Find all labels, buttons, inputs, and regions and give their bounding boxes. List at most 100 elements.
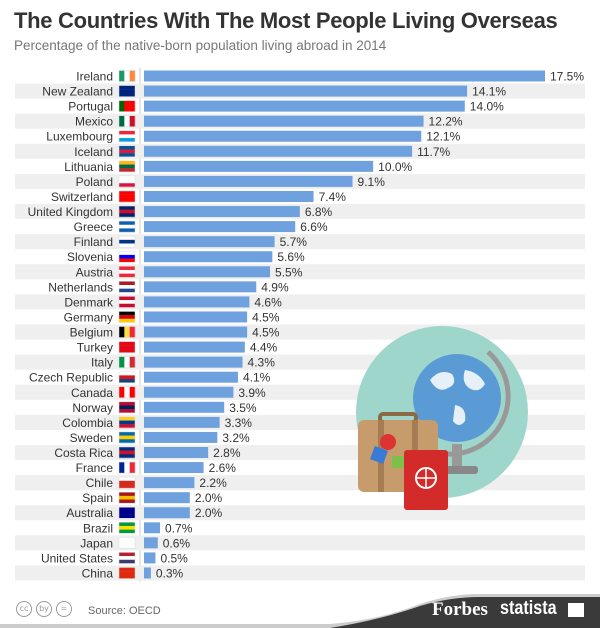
bar-row: Slovenia 5.6% — [67, 250, 305, 264]
flag-icon — [118, 115, 136, 127]
bar-row: Japan 0.6% — [80, 536, 190, 550]
flag-icon — [118, 190, 136, 203]
bar-row: Sweden 3.2% — [70, 431, 250, 445]
bar-row: United Kingdom 6.8% — [28, 205, 333, 219]
category-label: Costa Rica — [54, 446, 113, 460]
bar — [144, 371, 238, 383]
footer-band — [0, 594, 600, 628]
category-label: Norway — [72, 401, 113, 415]
category-label: Poland — [76, 175, 113, 189]
flag-icon — [118, 100, 136, 112]
bar — [144, 115, 424, 127]
bar — [144, 477, 195, 489]
forbes-logo: Forbes — [432, 599, 488, 620]
bar-row: Portugal 14.0% — [68, 100, 504, 114]
flag-icon — [118, 401, 136, 414]
flag-icon — [118, 522, 136, 534]
bar — [144, 431, 218, 443]
flag-icon — [118, 145, 136, 158]
category-label: Portugal — [68, 100, 113, 114]
bar — [144, 130, 422, 142]
category-label: New Zealand — [42, 85, 113, 99]
category-label: Brazil — [83, 521, 113, 535]
bar-row: Canada 3.9% — [71, 386, 266, 400]
flag-icon — [118, 386, 136, 399]
category-label: Italy — [91, 356, 113, 370]
category-label: Chile — [86, 476, 114, 490]
flag-icon — [118, 160, 136, 173]
no-derivatives-icon: = — [56, 601, 72, 617]
flag-icon — [118, 85, 136, 97]
bar-row: Spain 2.0% — [82, 491, 222, 505]
category-label: Spain — [82, 491, 113, 505]
value-label: 2.0% — [195, 491, 223, 505]
bar-row: Chile 2.2% — [86, 476, 227, 490]
flag-icon — [118, 506, 136, 519]
value-label: 5.5% — [275, 265, 303, 279]
category-label: Denmark — [64, 295, 114, 309]
category-label: Belgium — [70, 326, 113, 340]
value-label: 5.6% — [277, 250, 305, 264]
value-label: 2.2% — [199, 476, 227, 490]
bar — [144, 145, 413, 157]
bar — [144, 70, 545, 82]
category-label: France — [76, 461, 114, 475]
bar-row: Australia 2.0% — [66, 506, 222, 520]
bar-row: Brazil 0.7% — [83, 521, 193, 535]
bar-row: Luxembourg 12.1% — [46, 130, 460, 144]
flag-icon — [118, 250, 136, 263]
flag-icon — [118, 220, 136, 233]
cc-license-icon: cc — [16, 601, 32, 617]
flag-icon — [118, 266, 136, 278]
travel-illustration — [356, 326, 528, 510]
attribution-icon: by — [36, 601, 52, 617]
category-label: Sweden — [70, 431, 113, 445]
category-label: China — [82, 566, 114, 580]
category-label: Colombia — [62, 416, 113, 430]
category-label: Mexico — [75, 115, 113, 129]
passport-icon — [404, 450, 448, 510]
value-label: 0.5% — [160, 551, 188, 565]
category-label: Japan — [80, 536, 113, 550]
category-label: Lithuania — [64, 160, 113, 174]
bar-row: Iceland 11.7% — [74, 145, 450, 159]
category-label: Netherlands — [48, 280, 113, 294]
bar — [144, 492, 190, 504]
bar — [144, 175, 353, 187]
category-label: Greece — [74, 220, 114, 234]
bar — [144, 386, 234, 398]
flag-icon — [118, 537, 136, 549]
category-label: Luxembourg — [46, 130, 113, 144]
category-label: Slovenia — [67, 250, 113, 264]
bar-row: Norway 3.5% — [72, 401, 257, 415]
category-label: United States — [41, 551, 113, 565]
flag-icon — [118, 130, 136, 142]
bar-row: Belgium 4.5% — [70, 326, 280, 340]
value-label: 6.6% — [300, 220, 328, 234]
statista-logo: statista — [500, 598, 557, 619]
bar — [144, 552, 156, 564]
value-label: 0.7% — [165, 521, 193, 535]
bar-row: Finland 5.7% — [74, 235, 308, 249]
bar-row: Italy 4.3% — [91, 356, 275, 370]
bar — [144, 190, 314, 202]
category-label: Czech Republic — [29, 371, 113, 385]
bar — [144, 341, 245, 353]
value-label: 3.2% — [222, 431, 250, 445]
category-label: Australia — [66, 506, 113, 520]
value-label: 2.0% — [195, 506, 223, 520]
flag-icon — [118, 326, 136, 338]
value-label: 4.5% — [252, 326, 280, 340]
bar-row: Mexico 12.2% — [75, 115, 463, 129]
bar-row: Switzerland 7.4% — [51, 190, 346, 204]
flag-icon — [118, 311, 136, 323]
bar — [144, 567, 151, 579]
bar-row: France 2.6% — [76, 461, 237, 475]
category-label: Switzerland — [51, 190, 113, 204]
value-label: 17.5% — [550, 70, 584, 84]
value-label: 3.3% — [225, 416, 253, 430]
flag-icon — [118, 476, 136, 489]
value-label: 10.0% — [378, 160, 412, 174]
flag-icon — [118, 371, 136, 383]
value-label: 4.5% — [252, 310, 280, 324]
